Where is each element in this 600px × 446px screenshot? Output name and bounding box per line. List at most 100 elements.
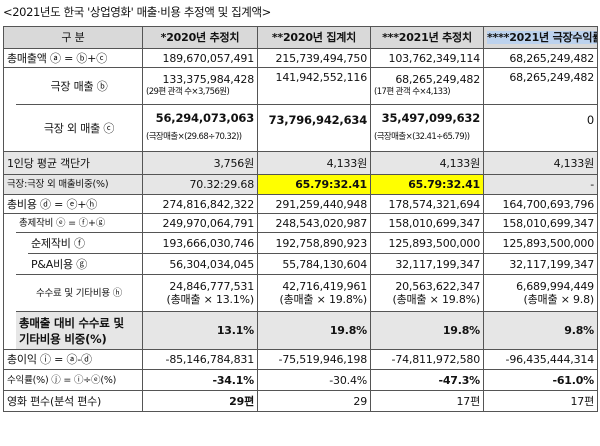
non-theater-v3: 35,497,099,632 (극장매출×(32.41÷65.79)) — [370, 104, 484, 152]
label-net-production: 순제작비 ⓕ — [27, 232, 143, 254]
indent-cell — [15, 232, 28, 275]
ratio-v3: 65.79:32.41 — [370, 174, 484, 195]
row-profit: 총이익 ⓘ = ⓐ-ⓓ -85,146,784,831 -75,519,946,… — [3, 349, 598, 370]
fees-n4: (총매출 × 9.8) — [523, 293, 595, 306]
fees-v3: 20,563,622,347 (총매출 × 19.8%) — [370, 274, 484, 312]
fees-v2-value: 42,716,419,961 — [282, 280, 367, 293]
header-category: 구 분 — [3, 26, 143, 49]
avg-price-v3: 4,133원 — [370, 151, 484, 175]
ratio-v4: - — [483, 174, 598, 195]
theater-revenue-v1: 133,375,984,428 (29편 관객 수×3,756원) — [142, 67, 258, 105]
total-revenue-v2: 215,739,494,750 — [257, 48, 371, 68]
avg-price-v2: 4,133원 — [257, 151, 371, 175]
avg-price-v1: 3,756원 — [142, 151, 258, 175]
film-count-v2: 29 — [257, 390, 371, 412]
row-total-revenue: 총매출액 ⓐ = ⓑ+ⓒ 189,670,057,491 215,739,494… — [3, 48, 598, 68]
fees-n3: (총매출 × 19.8%) — [392, 293, 481, 306]
label-fees: 수수료 및 기타비용 ⓗ — [15, 274, 143, 312]
total-cost-v2: 291,259,440,948 — [257, 194, 371, 214]
fee-ratio-v1: 13.1% — [142, 311, 258, 350]
non-theater-v4: 0 — [483, 104, 598, 152]
non-theater-v3-value: 35,497,099,632 — [381, 111, 481, 125]
production-v2: 248,543,020,987 — [257, 213, 371, 233]
total-cost-v3: 178,574,321,694 — [370, 194, 484, 214]
label-profit: 총이익 ⓘ = ⓐ-ⓓ — [3, 349, 143, 370]
net-production-v1: 193,666,030,746 — [142, 232, 258, 254]
total-cost-v4: 164,700,693,796 — [483, 194, 598, 214]
header-col4-text: ****2021년 극장수익률 — [487, 31, 597, 44]
row-film-count: 영화 편수(분석 편수) 29편 29 17편 17편 — [3, 390, 598, 412]
pa-cost-v1: 56,304,034,045 — [142, 253, 258, 275]
film-count-v1: 29편 — [142, 390, 258, 412]
avg-price-v4: 4,133원 — [483, 151, 598, 175]
profit-rate-v3: -47.3% — [370, 369, 484, 391]
fees-v1-value: 24,846,777,531 — [169, 280, 254, 293]
total-revenue-v4: 68,265,249,482 — [483, 48, 598, 68]
fees-v1: 24,846,777,531 (총매출 × 13.1%) — [142, 274, 258, 312]
non-theater-n1: (극장매출×(29.68÷70.32)) — [146, 132, 242, 142]
non-theater-v2: 73,796,942,634 — [257, 104, 371, 152]
net-production-v4: 125,893,500,000 — [483, 232, 598, 254]
production-v4: 158,010,699,347 — [483, 213, 598, 233]
theater-revenue-n3: (17편 관객 수×4,133) — [374, 87, 451, 97]
pa-cost-v2: 55,784,130,604 — [257, 253, 371, 275]
profit-v2: -75,519,946,198 — [257, 349, 371, 370]
row-profit-rate: 수익률(%) ⓙ = ⓘ÷ⓔ(%) -34.1% -30.4% -47.3% -… — [3, 369, 598, 391]
fee-ratio-label-line1: 총매출 대비 수수료 및 — [19, 315, 124, 330]
ratio-v2: 65.79:32.41 — [257, 174, 371, 195]
film-count-v4: 17편 — [483, 390, 598, 412]
row-production: 총제작비 ⓔ = ⓕ+ⓖ 249,970,064,791 248,543,020… — [3, 213, 598, 350]
row-fees: 수수료 및 기타비용 ⓗ 24,846,777,531 (총매출 × 13.1%… — [4, 274, 598, 312]
fee-ratio-v4: 9.8% — [483, 311, 598, 350]
revenue-cost-table: 구 분 *2020년 추정치 **2020년 집계치 ***2021년 추정치 … — [3, 26, 598, 412]
net-production-v2: 192,758,890,923 — [257, 232, 371, 254]
ratio-v1: 70.32:29.68 — [142, 174, 258, 195]
total-cost-v1: 274,816,842,322 — [142, 194, 258, 214]
theater-revenue-v2: 141,942,552,116 — [257, 67, 371, 105]
fees-n2: (총매출 × 19.8%) — [279, 293, 368, 306]
label-film-count: 영화 편수(분석 편수) — [3, 390, 143, 412]
row-total-cost: 총비용 ⓓ = ⓔ+ⓗ 274,816,842,322 291,259,440,… — [3, 194, 598, 214]
pa-cost-v4: 32,117,199,347 — [483, 253, 598, 275]
non-theater-n3: (극장매출×(32.41÷65.79)) — [374, 132, 470, 142]
fees-n1: (총매출 × 13.1%) — [166, 293, 255, 306]
non-theater-v1: 56,294,073,063 (극장매출×(29.68÷70.32)) — [142, 104, 258, 152]
label-ratio: 극장:극장 외 매출비중(%) — [3, 174, 143, 195]
theater-revenue-v3-value: 68,265,249,482 — [395, 73, 480, 86]
fees-v3-value: 20,563,622,347 — [395, 280, 480, 293]
total-revenue-v1: 189,670,057,491 — [142, 48, 258, 68]
row-net-production: 순제작비 ⓕ 193,666,030,746 192,758,890,923 1… — [4, 232, 598, 275]
label-total-revenue: 총매출액 ⓐ = ⓑ+ⓒ — [3, 48, 143, 68]
theater-revenue-n1: (29편 관객 수×3,756원) — [146, 87, 230, 97]
table-title: <2021년도 한국 '상업영화' 매출·비용 추정액 및 집계액> — [3, 5, 271, 19]
label-non-theater: 극장 외 매출 ⓒ — [15, 104, 143, 152]
row-pa-cost: P&A비용 ⓖ 56,304,034,045 55,784,130,604 32… — [4, 253, 598, 275]
non-theater-v1-value: 56,294,073,063 — [155, 111, 255, 125]
row-non-theater: 극장 외 매출 ⓒ 56,294,073,063 (극장매출×(29.68÷70… — [4, 104, 598, 152]
profit-rate-v2: -30.4% — [257, 369, 371, 391]
header-col1: *2020년 추정치 — [142, 26, 258, 49]
header-col2: **2020년 집계치 — [257, 26, 371, 49]
production-v1: 249,970,064,791 — [142, 213, 258, 233]
net-production-v3: 125,893,500,000 — [370, 232, 484, 254]
row-avg-price: 1인당 평균 객단가 3,756원 4,133원 4,133원 4,133원 — [3, 151, 598, 175]
profit-rate-v4: -61.0% — [483, 369, 598, 391]
profit-v3: -74,811,972,580 — [370, 349, 484, 370]
label-theater-revenue: 극장 매출 ⓑ — [15, 67, 143, 105]
profit-v1: -85,146,784,831 — [142, 349, 258, 370]
indent-cell — [3, 67, 16, 152]
row-theater-revenue: 극장 매출 ⓑ 133,375,984,428 (29편 관객 수×3,756원… — [3, 67, 598, 152]
label-pa-cost: P&A비용 ⓖ — [27, 253, 143, 275]
header-col3: ***2021년 추정치 — [370, 26, 484, 49]
fees-v4-value: 6,689,994,449 — [516, 280, 594, 293]
production-v3: 158,010,699,347 — [370, 213, 484, 233]
profit-v4: -96,435,444,314 — [483, 349, 598, 370]
theater-revenue-v3: 68,265,249,482 (17편 관객 수×4,133) — [370, 67, 484, 105]
profit-rate-v1: -34.1% — [142, 369, 258, 391]
indent-cell — [3, 213, 16, 350]
theater-revenue-v4: 68,265,249,482 — [483, 67, 598, 105]
film-count-v3: 17편 — [370, 390, 484, 412]
fee-ratio-v2: 19.8% — [257, 311, 371, 350]
fee-ratio-label-line2: 기타비용 비중(%) — [19, 331, 107, 346]
theater-revenue-v1-value: 133,375,984,428 — [162, 73, 255, 86]
